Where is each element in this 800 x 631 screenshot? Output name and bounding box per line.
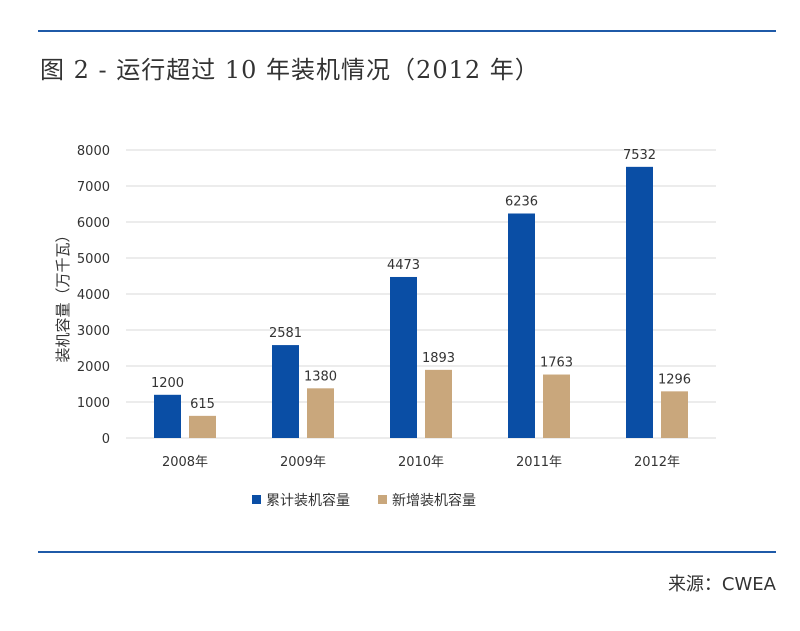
x-tick-label: 2009年 [280,455,326,470]
y-axis-title: 装机容量（万千瓦） [54,227,72,362]
y-tick-label: 8000 [77,144,110,159]
legend-swatch-cumulative [252,495,261,504]
bar-cumulative [508,213,535,438]
y-tick-label: 7000 [77,180,110,195]
data-label: 2581 [269,326,302,341]
data-label: 1380 [304,369,337,384]
data-label: 1763 [540,356,573,371]
data-label: 4473 [387,258,420,273]
x-tick-label: 2012年 [634,455,680,470]
bar-new [307,388,334,438]
x-tick-label: 2010年 [398,455,444,470]
top-rule [38,30,776,32]
bar-cumulative [390,276,417,438]
data-label: 6236 [505,195,538,210]
data-label: 1296 [658,372,691,387]
bars [154,166,688,438]
legend-label-cumulative: 累计装机容量 [266,492,350,509]
legend-label-new: 新增装机容量 [392,492,476,509]
x-axis-ticks: 2008年 2009年 2010年 2011年 2012年 [162,455,680,470]
legend: 累计装机容量 新增装机容量 [252,492,476,509]
bar-cumulative [272,345,299,438]
y-tick-label: 3000 [77,324,110,339]
bar-new [189,415,216,438]
data-label: 615 [190,397,215,412]
y-axis-ticks: 0 1000 2000 3000 4000 5000 6000 7000 8000 [77,144,110,447]
gridlines [126,149,716,439]
source-note: 来源：CWEA [667,574,776,595]
y-tick-label: 4000 [77,288,110,303]
data-label: 1200 [151,376,184,391]
x-tick-label: 2011年 [516,455,562,470]
data-label: 1893 [422,351,455,366]
y-tick-label: 1000 [77,396,110,411]
bar-new [543,374,570,438]
data-labels: 1200 615 2581 1380 4473 1893 6236 1763 7532 1296 [151,148,691,412]
data-label: 7532 [623,148,656,163]
figure-title: 图 2 - 运行超过 10 年装机情况（2012 年） [40,56,540,84]
x-tick-label: 2008年 [162,455,208,470]
bar-cumulative [154,394,181,438]
y-tick-label: 6000 [77,216,110,231]
bottom-rule [38,551,776,553]
y-tick-label: 5000 [77,252,110,267]
bar-cumulative [626,166,653,438]
bar-new [661,391,688,438]
legend-swatch-new [378,495,387,504]
bar-new [425,369,452,438]
y-tick-label: 0 [102,432,110,447]
y-tick-label: 2000 [77,360,110,375]
